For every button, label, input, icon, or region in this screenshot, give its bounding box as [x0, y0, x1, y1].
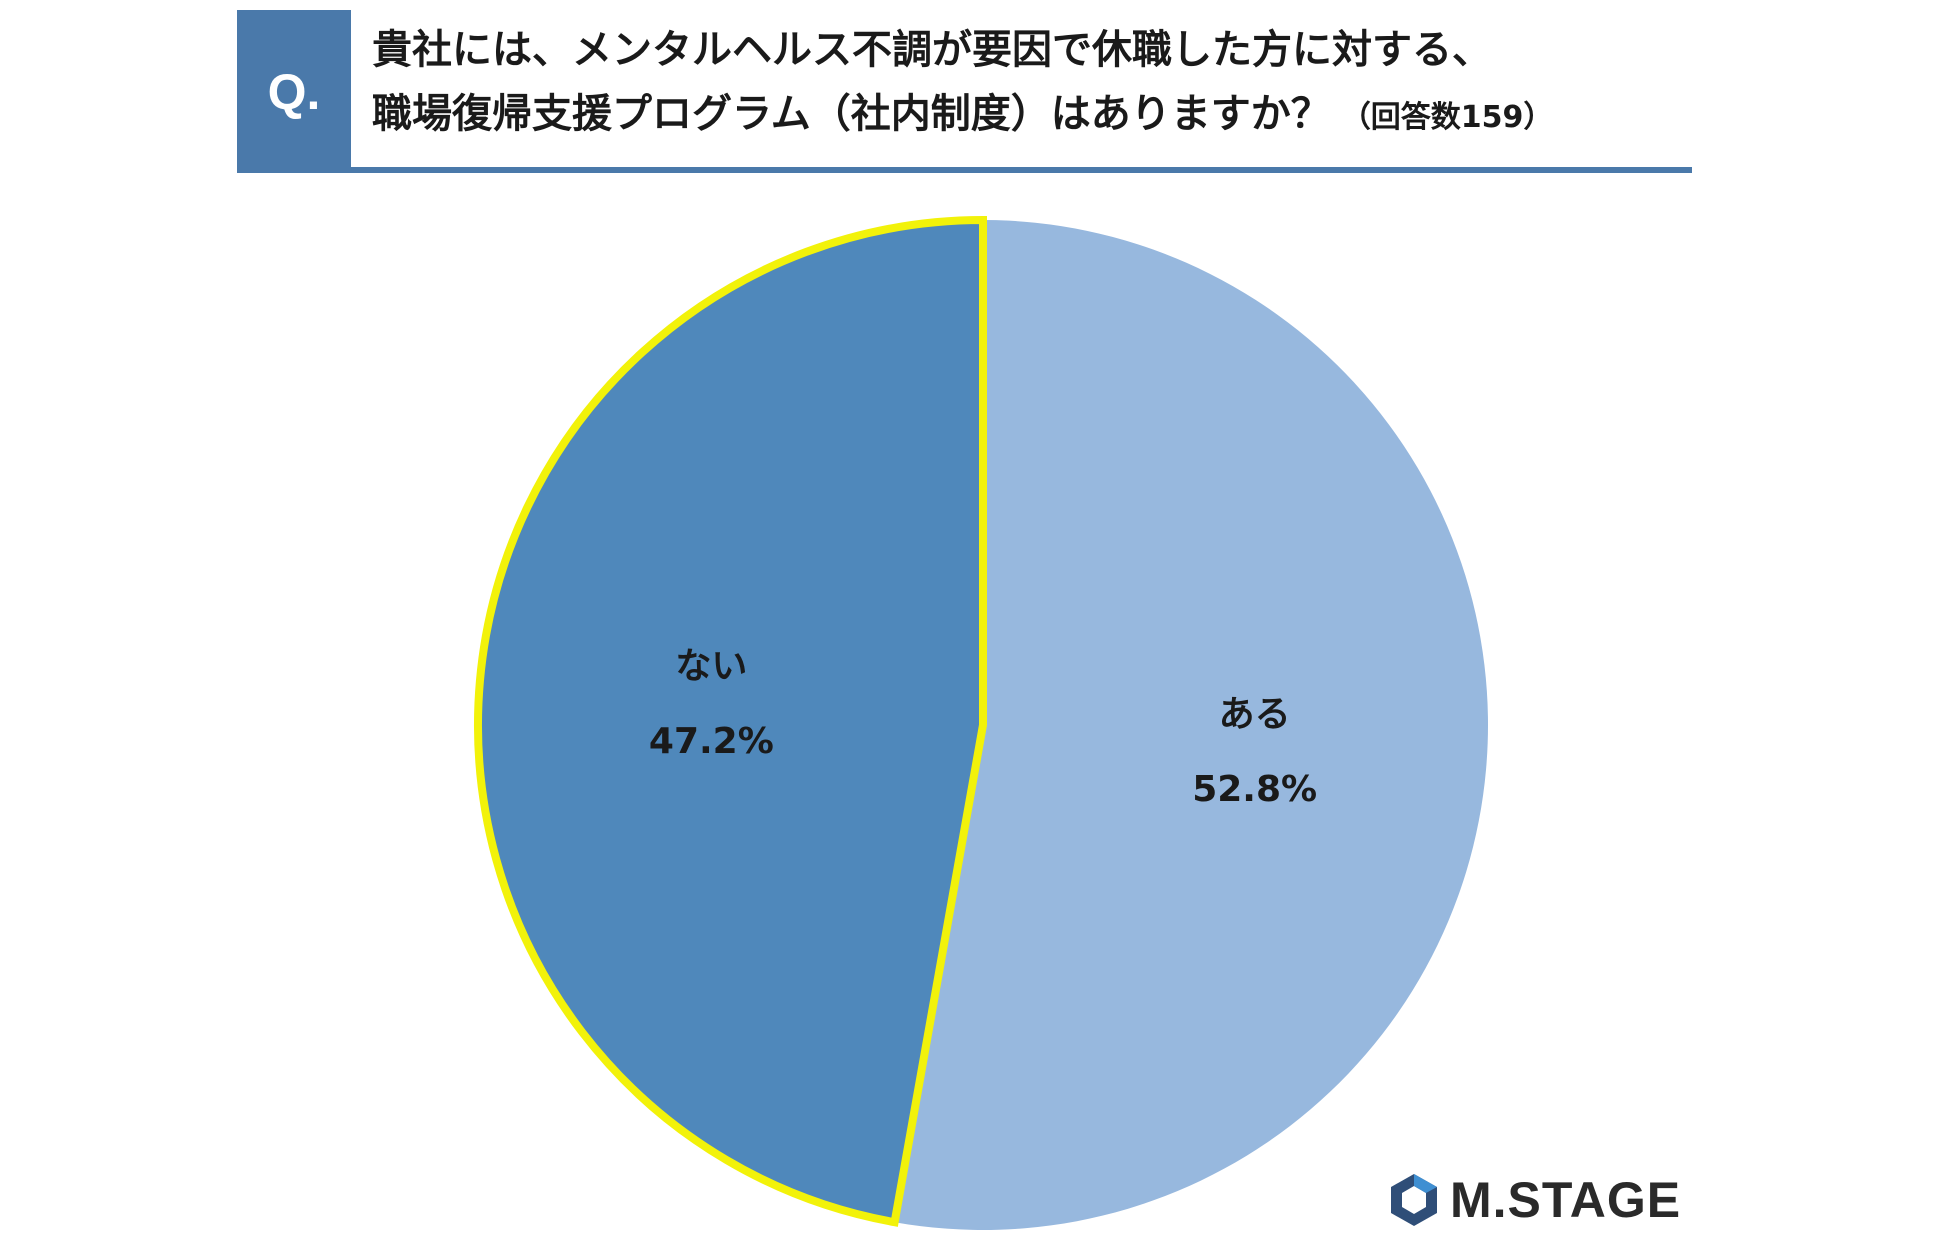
- question-badge-label: Q.: [267, 63, 321, 120]
- question-line-2-wrap: 職場復帰支援プログラム（社内制度）はありますか？ （回答数159）: [372, 82, 1682, 150]
- header-rule: [237, 167, 1692, 173]
- pie-slice-2-value-label: 47.2%: [649, 721, 774, 762]
- brand-logo-text: M.STAGE: [1450, 1172, 1682, 1228]
- pie-slice-1-category-label: ある: [1219, 694, 1291, 735]
- brand-logo-icon: [1391, 1174, 1437, 1226]
- pie-slice-2-highlight: [474, 215, 987, 1227]
- question-line-1: 貴社には、メンタルヘルス不調が要因で休職した方に対する、: [372, 27, 1492, 73]
- pie-slice-1: [894, 220, 1489, 1230]
- pie-slice-2-category-label: ない: [675, 646, 747, 687]
- brand-logo: M.STAGE: [1388, 1170, 1681, 1230]
- pie-slice-1-value-label: 52.8%: [1192, 769, 1317, 810]
- chart-title: 貴社には、メンタルヘルス不調が要因で休職した方に対する、 職場復帰支援プログラム…: [372, 18, 1682, 150]
- question-badge: Q.: [237, 10, 351, 173]
- respondents-note: （回答数159）: [1340, 100, 1554, 135]
- pie-slice-2: [477, 220, 983, 1223]
- question-line-2: 職場復帰支援プログラム（社内制度）はありますか？: [372, 91, 1331, 137]
